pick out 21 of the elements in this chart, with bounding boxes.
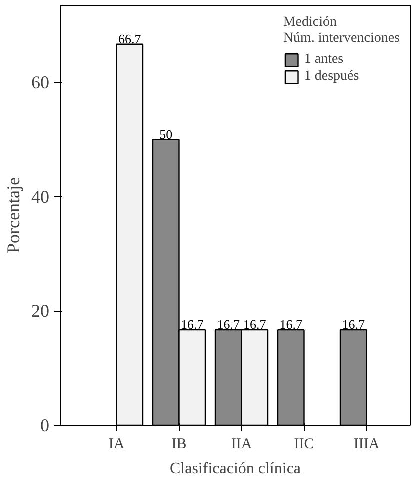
legend-label: 1 después [304, 69, 360, 85]
x-tick-label: IIC [294, 436, 314, 452]
data-label: 16.7 [217, 317, 240, 332]
legend-title: Medición Núm. intervenciones [283, 15, 400, 47]
y-tick-label: 40 [32, 186, 50, 207]
data-label: 16.7 [244, 317, 267, 332]
x-axis-title: Clasificación clínica [170, 460, 302, 478]
legend-label: 1 antes [304, 52, 344, 68]
data-label: 16.7 [280, 317, 303, 332]
data-label: 66.7 [118, 31, 142, 46]
data-label: 50 [160, 126, 173, 142]
y-tick-label: 60 [32, 72, 50, 93]
x-tick-label: IA [108, 436, 125, 452]
data-label: 16.7 [181, 317, 204, 332]
x-tick-label: IB [172, 436, 187, 452]
y-tick-label: 0 [40, 416, 50, 436]
y-tick-label: 20 [32, 301, 50, 322]
x-tick-label: IIIA [354, 436, 380, 452]
y-axis-title: Porcentaje [4, 178, 24, 254]
data-label: 16.7 [342, 317, 366, 332]
x-tick-label: IIA [231, 436, 252, 452]
